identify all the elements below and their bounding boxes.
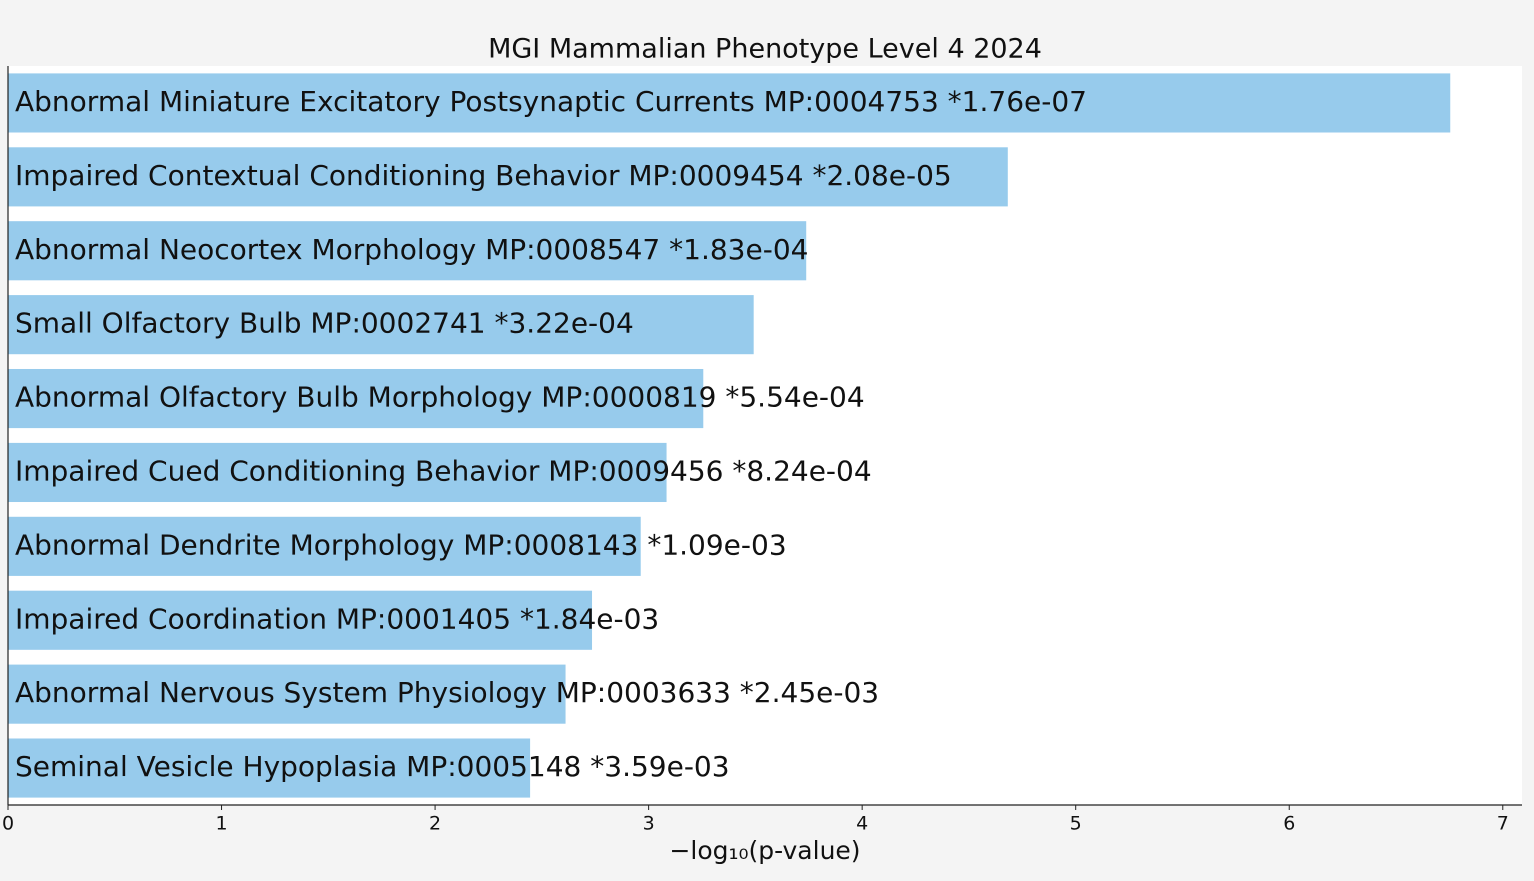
bar (8, 516, 641, 576)
bar (8, 73, 1451, 133)
x-tick-label: 2 (429, 813, 441, 835)
x-tick-label: 3 (643, 813, 655, 835)
bar-label: Abnormal Miniature Excitatory Postsynapt… (15, 85, 1087, 118)
bar (8, 442, 667, 503)
bar (8, 295, 754, 355)
bar (8, 664, 566, 724)
bar (8, 147, 1008, 207)
bar-label: Abnormal Neocortex Morphology MP:0008547… (15, 233, 808, 266)
bar (8, 590, 593, 650)
x-tick-label: 0 (2, 813, 14, 835)
bar-label: Abnormal Nervous System Physiology MP:00… (15, 676, 879, 709)
bar-label: Impaired Cued Conditioning Behavior MP:0… (15, 454, 872, 487)
bar (8, 221, 807, 281)
bar-label: Impaired Contextual Conditioning Behavio… (15, 159, 952, 192)
x-axis-label: −log₁₀(p-value) (669, 836, 860, 865)
bar-label: Seminal Vesicle Hypoplasia MP:0005148 *3… (15, 750, 730, 783)
bar-label: Abnormal Dendrite Morphology MP:0008143 … (15, 528, 787, 561)
x-tick-label: 4 (856, 813, 868, 835)
bar-label: Abnormal Olfactory Bulb Morphology MP:00… (15, 381, 865, 414)
x-tick-label: 6 (1283, 813, 1295, 835)
x-tick-label: 5 (1070, 813, 1082, 835)
bar (8, 368, 704, 429)
x-tick-label: 1 (215, 813, 227, 835)
bar-label: Small Olfactory Bulb MP:0002741 *3.22e-0… (15, 307, 634, 340)
chart-title: MGI Mammalian Phenotype Level 4 2024 (488, 34, 1042, 65)
bar (8, 738, 531, 798)
x-tick-label: 7 (1497, 813, 1509, 835)
bar-label: Impaired Coordination MP:0001405 *1.84e-… (15, 602, 659, 635)
